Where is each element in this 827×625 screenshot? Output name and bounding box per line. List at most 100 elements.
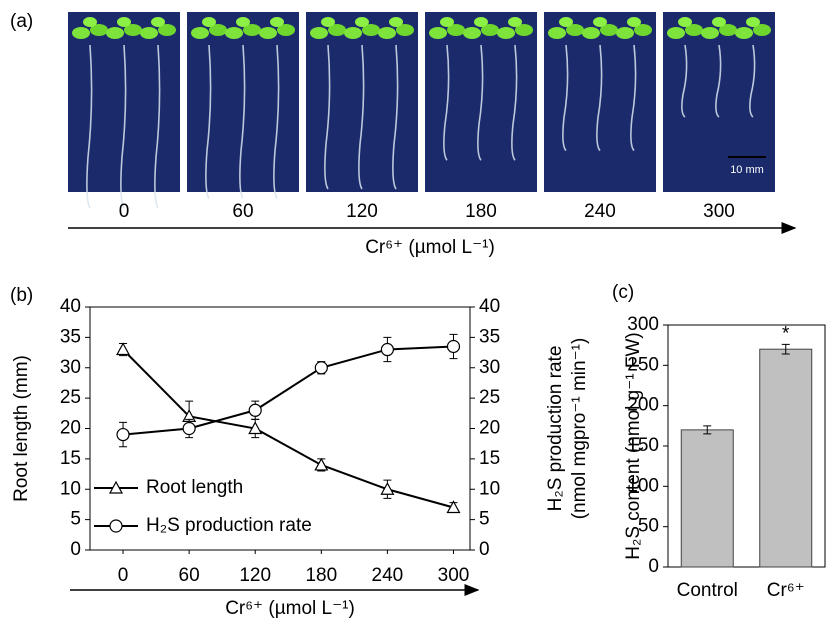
leaf	[616, 27, 634, 39]
y-axis-label: Root length (mm)	[11, 355, 32, 502]
data-point	[109, 519, 123, 533]
data-point	[380, 342, 394, 357]
x-tick-label: Control	[677, 580, 738, 601]
data-point	[314, 361, 328, 375]
leaf	[566, 24, 584, 36]
data-point	[248, 403, 262, 417]
leaf	[344, 27, 362, 39]
leaf	[202, 17, 216, 27]
leaf	[191, 27, 209, 39]
leaf	[440, 17, 454, 27]
y-tick-label: 15	[60, 448, 81, 469]
y2-tick-label: 30	[479, 357, 500, 378]
data-point	[446, 500, 461, 514]
leaf	[90, 24, 108, 36]
data-point	[446, 339, 461, 354]
bar	[680, 429, 734, 568]
root	[205, 44, 212, 200]
leaf	[429, 27, 447, 39]
photo	[187, 12, 299, 192]
y2-axis-label: H₂S production rate	[545, 346, 566, 512]
x-tick-label: 180	[305, 565, 337, 586]
y2-tick-label: 5	[479, 509, 490, 530]
leaf	[158, 24, 176, 36]
photo	[68, 12, 180, 192]
leaf	[685, 24, 703, 36]
leaf	[277, 24, 295, 36]
panel-label: (a)	[10, 11, 33, 32]
y-tick-label: 40	[60, 296, 81, 317]
annotation: *	[782, 323, 790, 344]
leaf	[447, 24, 465, 36]
root	[681, 44, 688, 118]
y-axis-label: H₂S content (nmol g⁻¹ FW)	[623, 332, 644, 560]
leaf	[678, 17, 692, 27]
root	[86, 44, 93, 209]
y2-tick-label: 0	[479, 539, 490, 560]
leaf	[140, 27, 158, 39]
root	[273, 44, 280, 200]
data-point	[116, 342, 131, 356]
category-label: 0	[119, 201, 130, 222]
y-tick-label: 10	[60, 478, 81, 499]
category-label: 300	[703, 201, 735, 222]
y-tick-label: 30	[60, 357, 81, 378]
category-label: 60	[232, 201, 253, 222]
category-label: 120	[346, 201, 378, 222]
leaf	[548, 27, 566, 39]
leaf	[209, 24, 227, 36]
y2-tick-label: 35	[479, 326, 500, 347]
leaf	[378, 27, 396, 39]
leaf	[270, 17, 284, 27]
category-label: 240	[584, 201, 616, 222]
panel-label: (c)	[612, 282, 634, 303]
legend-label: H₂S production rate	[146, 515, 312, 536]
y-tick-label: 100	[627, 475, 659, 496]
root	[562, 44, 569, 152]
y2-tick-label: 10	[479, 478, 500, 499]
leaf	[72, 27, 90, 39]
photo	[306, 12, 418, 192]
y-tick-label: 5	[70, 509, 81, 530]
leaf	[753, 24, 771, 36]
y-tick-label: 50	[638, 516, 659, 537]
y2-tick-label: 40	[479, 296, 500, 317]
leaf	[389, 17, 403, 27]
leaf	[474, 17, 488, 27]
root	[511, 44, 518, 161]
y-tick-label: 25	[60, 387, 81, 408]
x-tick-label: 240	[372, 565, 404, 586]
category-label: 180	[465, 201, 497, 222]
x-tick-label: 60	[179, 565, 200, 586]
leaf	[508, 17, 522, 27]
x-tick-label: 300	[438, 565, 470, 586]
leaf	[463, 27, 481, 39]
root	[630, 44, 637, 152]
panel-label: (b)	[10, 285, 33, 306]
leaf	[719, 24, 737, 36]
leaf	[355, 17, 369, 27]
x-tick-label: 120	[239, 565, 271, 586]
scale-bar-label: 10 mm	[730, 164, 764, 176]
leaf	[712, 17, 726, 27]
leaf	[243, 24, 261, 36]
root	[358, 44, 365, 190]
data-point	[314, 457, 329, 471]
leaf	[634, 24, 652, 36]
data-point	[116, 427, 130, 442]
y-tick-label: 150	[627, 435, 659, 456]
leaf	[746, 17, 760, 27]
root	[392, 44, 399, 190]
leaf	[151, 17, 165, 27]
y2-tick-label: 25	[479, 387, 500, 408]
root	[154, 44, 161, 209]
leaf	[124, 24, 142, 36]
leaf	[515, 24, 533, 36]
leaf	[593, 17, 607, 27]
root	[443, 44, 450, 161]
root	[715, 44, 722, 118]
axis-label: Cr⁶⁺ (µmol L⁻¹)	[365, 237, 495, 258]
root	[749, 44, 756, 118]
data-point	[380, 481, 395, 495]
